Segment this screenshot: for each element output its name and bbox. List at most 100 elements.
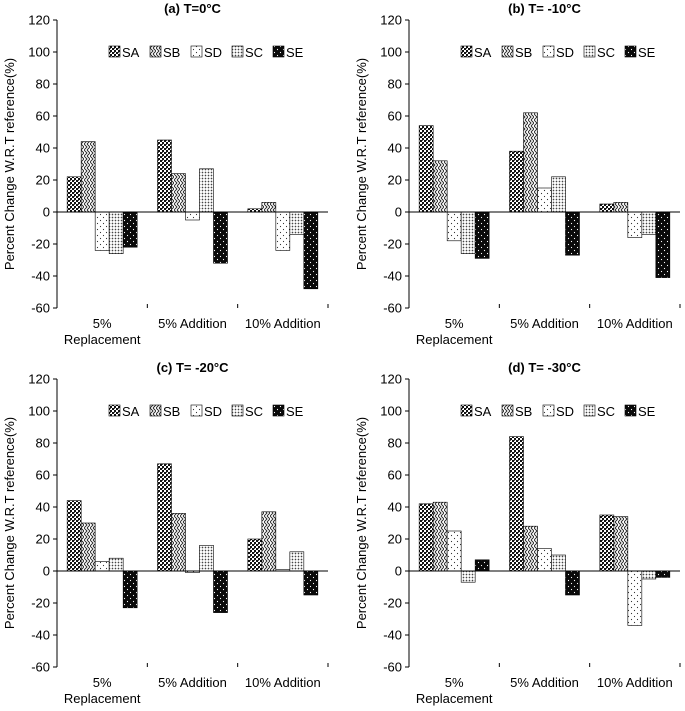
bar: [94, 561, 110, 572]
legend-label: SA: [474, 404, 492, 419]
bar: [537, 187, 552, 213]
y-tick-label: 20: [388, 532, 402, 547]
legend-item: SD: [542, 45, 574, 60]
legend-item: SE: [624, 404, 656, 419]
x-tick-label: 5% Replacement: [416, 316, 493, 347]
bar: [80, 522, 96, 572]
bar: [108, 557, 124, 572]
y-tick-label: 20: [36, 173, 50, 188]
bar: [66, 176, 82, 213]
bar: [66, 500, 82, 572]
legend-swatch: [624, 45, 637, 58]
legend-label: SD: [556, 45, 574, 60]
bar: [509, 150, 524, 213]
legend-item: SC: [583, 404, 615, 419]
y-tick-label: -20: [383, 237, 402, 252]
x-tick-label: 5% Addition: [158, 316, 227, 331]
y-tick-label: -20: [383, 596, 402, 611]
legend-label: SC: [245, 404, 263, 419]
y-tick-label: 100: [380, 404, 402, 419]
bar: [213, 570, 228, 613]
bar: [213, 211, 228, 264]
legend-item: SD: [542, 404, 574, 419]
bar: [199, 545, 214, 572]
bar: [613, 516, 629, 572]
y-tick-label: 120: [28, 13, 50, 28]
legend-label: SC: [597, 404, 615, 419]
bar: [122, 570, 138, 609]
y-tick-label: 60: [388, 109, 402, 124]
legend-label: SE: [286, 404, 304, 419]
legend-label: SD: [204, 45, 222, 60]
y-tick-label: -20: [31, 596, 50, 611]
legend-item: SA: [460, 404, 492, 419]
bar: [460, 570, 476, 583]
y-tick-label: 80: [388, 77, 402, 92]
legend-label: SB: [515, 404, 532, 419]
bar: [122, 211, 138, 248]
y-tick-label: 60: [36, 109, 50, 124]
legend-label: SE: [638, 404, 656, 419]
y-tick-label: 80: [36, 77, 50, 92]
chart-title: (b) T= -10°C: [508, 1, 581, 16]
legend-swatch: [542, 404, 555, 417]
bar: [446, 211, 462, 242]
x-tick-label: 10% Addition: [597, 675, 673, 690]
bar: [261, 511, 277, 572]
bar: [655, 570, 671, 578]
chart-title: (a) T=0°C: [164, 1, 221, 16]
y-tick-label: 20: [388, 173, 402, 188]
y-tick-label: -40: [383, 628, 402, 643]
y-tick-label: -40: [31, 269, 50, 284]
bar: [289, 551, 305, 572]
legend-item: SE: [272, 45, 304, 60]
bar: [460, 211, 476, 254]
y-tick-label: 40: [388, 500, 402, 515]
legend-item: SE: [624, 45, 656, 60]
legend-swatch: [542, 45, 555, 58]
legend-swatch: [108, 404, 121, 417]
chart-title: (c) T= -20°C: [156, 360, 229, 375]
y-tick-label: 120: [380, 13, 402, 28]
legend-label: SB: [163, 45, 180, 60]
x-tick-label: 10% Addition: [245, 675, 321, 690]
bar: [94, 211, 110, 251]
legend-label: SE: [638, 45, 656, 60]
legend-item: SE: [272, 404, 304, 419]
bar: [551, 176, 566, 213]
legend-item: SD: [190, 404, 222, 419]
legend-swatch: [149, 45, 162, 58]
bar: [551, 554, 566, 572]
legend-item: SB: [501, 404, 532, 419]
y-tick-label: 0: [395, 564, 402, 579]
legend-label: SE: [286, 45, 304, 60]
legend-item: SC: [231, 404, 263, 419]
y-tick-label: -40: [383, 269, 402, 284]
bar: [537, 548, 552, 572]
y-tick-label: 0: [395, 205, 402, 220]
y-tick-label: 60: [36, 468, 50, 483]
chart-panel: (d) T= -30°C Percent Change W.R.T referen…: [354, 360, 681, 706]
y-axis-label: Percent Change W.R.T reference(%): [354, 58, 369, 270]
bar: [247, 538, 263, 572]
y-axis-label: Percent Change W.R.T reference(%): [2, 417, 17, 629]
y-axis-label: Percent Change W.R.T reference(%): [2, 58, 17, 270]
chart-title: (d) T= -30°C: [508, 360, 581, 375]
y-axis-label: Percent Change W.R.T reference(%): [354, 417, 369, 629]
bar: [157, 139, 172, 213]
legend-swatch: [272, 404, 285, 417]
legend-swatch: [583, 45, 596, 58]
x-tick-label: 10% Addition: [245, 316, 321, 331]
bar: [261, 202, 277, 213]
bar: [446, 530, 462, 572]
legend-swatch: [501, 45, 514, 58]
x-tick-label: 5% Addition: [510, 675, 579, 690]
legend-label: SA: [474, 45, 492, 60]
bar: [157, 463, 172, 572]
legend-swatch: [501, 404, 514, 417]
bar: [627, 570, 643, 626]
y-tick-label: 120: [28, 372, 50, 387]
y-tick-label: 20: [36, 532, 50, 547]
